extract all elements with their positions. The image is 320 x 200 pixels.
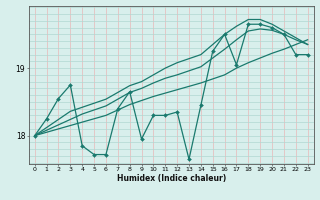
X-axis label: Humidex (Indice chaleur): Humidex (Indice chaleur): [116, 174, 226, 183]
